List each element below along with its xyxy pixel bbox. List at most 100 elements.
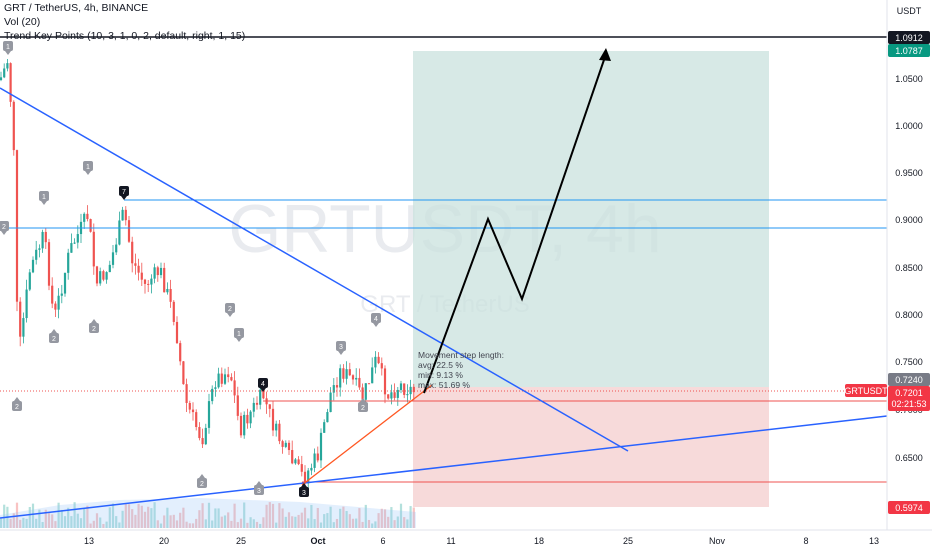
candle-body	[383, 368, 387, 395]
volume-bar	[291, 516, 294, 528]
time-tick-label: Oct	[310, 536, 325, 546]
price-tick-label: 1.0500	[895, 74, 923, 84]
volume-bar	[223, 515, 227, 528]
pivot-label: 2	[200, 481, 204, 488]
candle-body	[220, 373, 223, 384]
volume-bar	[28, 506, 31, 528]
candle-body	[342, 368, 345, 379]
candle-body	[95, 266, 99, 284]
volume-bar	[0, 518, 3, 528]
trend-key-points: 1 2 1 1 7 2 2 2 2 4 2 3 3 3 4 2 1	[0, 41, 381, 497]
volume-bar	[396, 516, 399, 528]
candle-body	[358, 377, 361, 388]
orange-trendline[interactable]	[301, 384, 433, 486]
candle-body	[99, 271, 102, 284]
volume-bar	[310, 504, 313, 528]
volume-bar	[358, 508, 361, 528]
candle-body	[166, 288, 169, 293]
candle-body	[47, 242, 51, 286]
time-tick-label: 6	[380, 536, 385, 546]
candle-body	[351, 375, 355, 380]
price-tick-label: 0.8500	[895, 263, 923, 273]
volume-bar	[335, 518, 339, 528]
pivot-label: 2	[361, 405, 365, 412]
candle-body	[175, 321, 179, 344]
volume-bar	[367, 519, 371, 528]
profit-zone[interactable]	[413, 51, 769, 387]
volume-bar	[201, 503, 204, 528]
volume-bar	[252, 519, 255, 528]
symbol-title: GRT / TetherUS, 4h, BINANCE	[4, 2, 149, 14]
time-tick-label: 18	[534, 536, 544, 546]
volume-bar	[316, 507, 319, 528]
volume-bar	[143, 511, 147, 528]
volume-bar	[9, 518, 12, 528]
loss-zone[interactable]	[413, 387, 769, 507]
candle-body	[179, 343, 182, 362]
candle-body	[361, 387, 364, 400]
candle-body	[217, 373, 220, 388]
candle-body	[150, 278, 153, 285]
candle-body	[271, 408, 275, 431]
tag-current-text: 0.7201	[895, 388, 923, 398]
descending-trendline[interactable]	[0, 87, 629, 452]
volume-bar	[211, 520, 214, 528]
movement-stats: Movement step length: avg: 22.5 % min: 9…	[418, 350, 504, 390]
volume-bar	[150, 508, 153, 528]
candle-body	[278, 423, 281, 442]
volume-bar	[406, 519, 409, 528]
candle-body	[147, 283, 150, 285]
tag-stop: 0.5974	[888, 501, 930, 514]
candle-body	[124, 209, 127, 221]
projection-arrowhead	[599, 48, 611, 61]
candle-body	[0, 77, 3, 80]
pivot-marker: 2	[197, 474, 207, 488]
volume-legend[interactable]: Vol (20)	[4, 16, 41, 28]
volume-bar	[102, 523, 105, 528]
volume-bar	[380, 508, 383, 528]
tag-target-text: 1.0787	[895, 46, 923, 56]
candle-body	[329, 392, 332, 413]
volume-bar	[409, 506, 412, 528]
volume-bar	[188, 523, 191, 528]
candle-body	[51, 285, 54, 304]
candle-body	[182, 361, 185, 385]
candle-body	[393, 392, 396, 398]
pivot-marker: 3	[299, 483, 309, 497]
volume-bar	[284, 516, 287, 528]
volume-bar	[67, 507, 70, 528]
volume-bar	[54, 521, 57, 528]
candle-body	[319, 432, 323, 461]
indicator-legend[interactable]: Trend Key Points (10, 3, 1, 0, 2, defaul…	[4, 30, 246, 42]
candle-body	[73, 242, 76, 244]
time-axis-panel[interactable]	[0, 530, 932, 550]
volume-bar	[191, 523, 195, 528]
ascending-support-trendline[interactable]	[0, 415, 888, 519]
pivot-marker: 2	[49, 329, 59, 343]
volume-bar	[393, 520, 396, 528]
projection-path[interactable]	[423, 53, 607, 394]
price-axis-panel[interactable]	[887, 0, 932, 530]
candle-body	[259, 389, 262, 405]
pivot-marker: 4	[258, 378, 268, 392]
volume-bar	[294, 516, 297, 528]
tag-symbol-text: GRTUSDT	[844, 386, 888, 396]
candle-body	[303, 471, 307, 484]
candle-body	[105, 272, 108, 280]
candle-body	[153, 267, 156, 279]
candle-body	[243, 414, 246, 436]
volume-bar	[300, 512, 303, 528]
candle-body	[355, 377, 358, 380]
candle-body	[169, 288, 172, 302]
candle-body	[268, 404, 271, 409]
candle-body	[403, 383, 406, 395]
candle-body	[307, 470, 310, 484]
candle-body	[207, 401, 211, 428]
price-tick-label: 0.9000	[895, 215, 923, 225]
volume-bar	[371, 523, 374, 528]
candle-body	[159, 267, 163, 276]
volume-bar	[390, 507, 393, 528]
volume-bar	[163, 515, 166, 528]
